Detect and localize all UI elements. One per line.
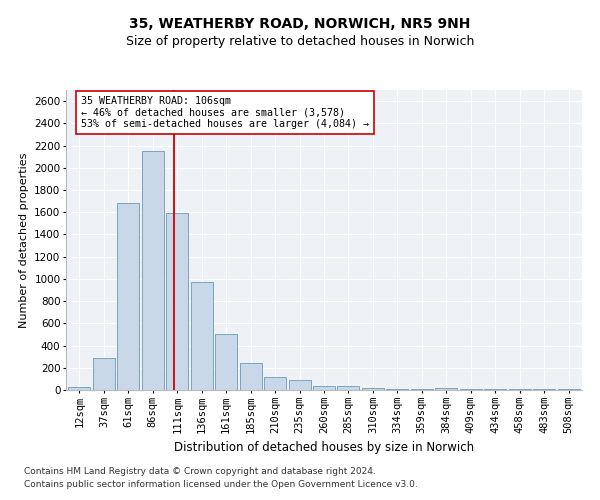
Text: Contains HM Land Registry data © Crown copyright and database right 2024.: Contains HM Land Registry data © Crown c… [24, 467, 376, 476]
X-axis label: Distribution of detached houses by size in Norwich: Distribution of detached houses by size … [174, 442, 474, 454]
Text: 35 WEATHERBY ROAD: 106sqm
← 46% of detached houses are smaller (3,578)
53% of se: 35 WEATHERBY ROAD: 106sqm ← 46% of detac… [82, 96, 370, 129]
Bar [191, 282, 213, 390]
Bar [118, 204, 139, 390]
Bar [68, 387, 91, 390]
Text: 35, WEATHERBY ROAD, NORWICH, NR5 9NH: 35, WEATHERBY ROAD, NORWICH, NR5 9NH [130, 18, 470, 32]
Text: Contains public sector information licensed under the Open Government Licence v3: Contains public sector information licen… [24, 480, 418, 489]
Bar [362, 388, 384, 390]
Text: Size of property relative to detached houses in Norwich: Size of property relative to detached ho… [126, 35, 474, 48]
Bar [239, 363, 262, 390]
Bar [435, 388, 457, 390]
Bar [93, 358, 115, 390]
Y-axis label: Number of detached properties: Number of detached properties [19, 152, 29, 328]
Bar [509, 389, 530, 390]
Bar [215, 334, 237, 390]
Bar [166, 214, 188, 390]
Bar [337, 386, 359, 390]
Bar [313, 386, 335, 390]
Bar [386, 389, 409, 390]
Bar [264, 377, 286, 390]
Bar [142, 151, 164, 390]
Bar [289, 380, 311, 390]
